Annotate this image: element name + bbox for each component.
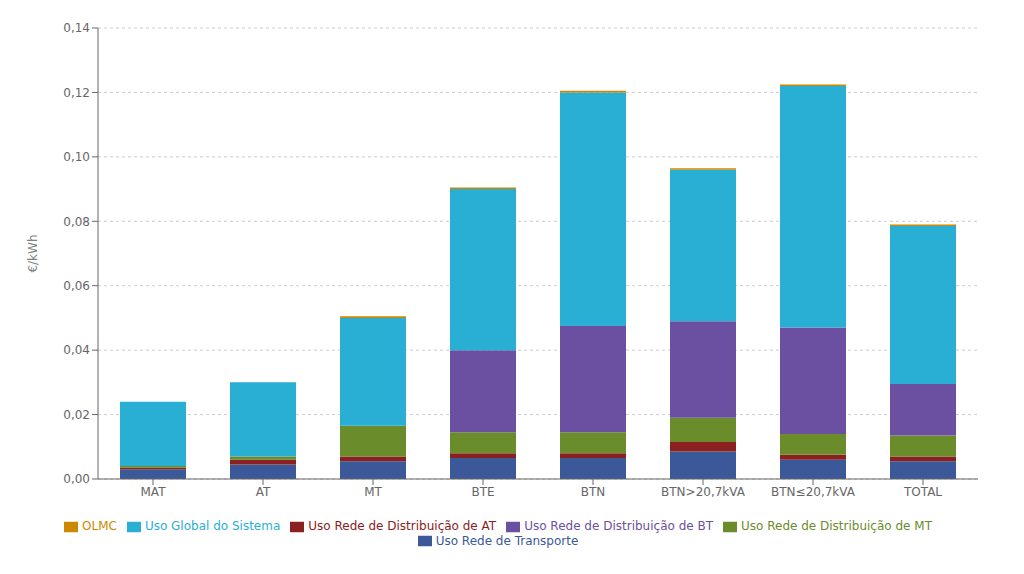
- html-text:OLMC: OLMC: [82, 519, 117, 533]
- html-text:Uso Rede de Distribuição de MT: Uso Rede de Distribuição de MT: [741, 519, 932, 533]
- svg-text:MT: MT: [364, 485, 382, 499]
- svg-text:0,06: 0,06: [63, 279, 90, 293]
- svg-text:€/kWh: €/kWh: [26, 234, 40, 272]
- html-text:Uso Rede de Distribuição de AT: Uso Rede de Distribuição de AT: [308, 519, 497, 533]
- svg-text:BTN≤20,7kVA: BTN≤20,7kVA: [771, 485, 856, 499]
- html-text:Uso Global do Sistema: Uso Global do Sistema: [144, 519, 281, 533]
- svg-text:0,02: 0,02: [63, 408, 90, 422]
- svg-text:0,08: 0,08: [63, 215, 90, 229]
- svg-text:TOTAL: TOTAL: [903, 485, 942, 499]
- svg-text:BTN>20,7kVA: BTN>20,7kVA: [661, 485, 746, 499]
- svg-text:0,10: 0,10: [63, 150, 90, 164]
- svg-text:MAT: MAT: [141, 485, 167, 499]
- html-text:Uso Rede de Transporte: Uso Rede de Transporte: [435, 533, 579, 548]
- svg-text:BTE: BTE: [471, 485, 494, 499]
- svg-text:AT: AT: [256, 485, 271, 499]
- svg-text:0,12: 0,12: [63, 86, 90, 100]
- svg-text:0,00: 0,00: [63, 472, 90, 486]
- svg-text:BTN: BTN: [581, 485, 606, 499]
- svg-text:0,04: 0,04: [63, 343, 90, 357]
- svg-text:0,14: 0,14: [63, 21, 90, 35]
- html-text:Uso Rede de Distribuição de BT: Uso Rede de Distribuição de BT: [524, 519, 713, 533]
